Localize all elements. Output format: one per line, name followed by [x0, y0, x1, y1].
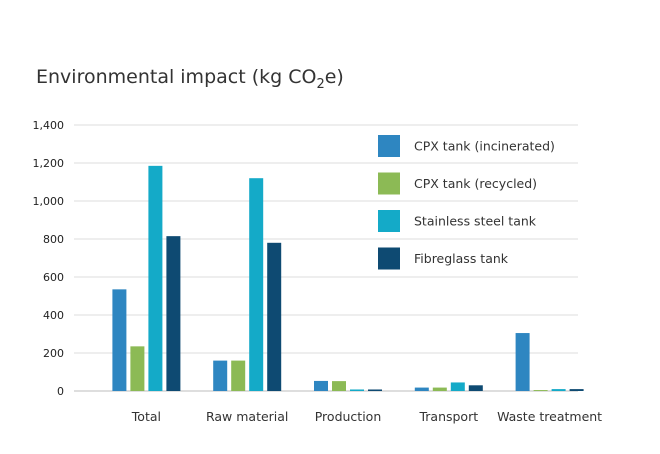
bar: [350, 389, 364, 391]
y-tick-label: 1,400: [33, 119, 65, 132]
chart-title: Environmental impact (kg CO2e): [36, 66, 344, 92]
legend-label: CPX tank (recycled): [414, 176, 537, 191]
chart-title-subscript: 2: [316, 77, 324, 92]
bar: [130, 346, 145, 391]
bar: [533, 390, 548, 391]
bar: [148, 165, 163, 391]
y-tick-label: 200: [43, 347, 64, 360]
legend: CPX tank (incinerated) CPX tank (recycled…: [378, 135, 555, 270]
y-tick-label: 1,200: [33, 157, 65, 170]
legend-label: Fibreglass tank: [414, 251, 509, 266]
y-tick-label: 400: [43, 309, 64, 322]
category-label: Transport: [418, 409, 478, 424]
bar: [515, 333, 530, 391]
category-label: Waste treatment: [497, 409, 602, 424]
category-label: Total: [131, 409, 161, 424]
bar: [551, 389, 566, 391]
legend-swatch: [378, 172, 400, 195]
bars: [112, 165, 584, 391]
category-label: Raw material: [206, 409, 288, 424]
bar: [450, 382, 465, 391]
bar: [468, 385, 483, 391]
x-axis-categories: Total Raw material Production Transport Wast…: [131, 409, 602, 424]
bar: [432, 387, 447, 391]
y-tick-label: 800: [43, 233, 64, 246]
y-tick-label: 600: [43, 271, 64, 284]
chart-title-main: Environmental impact (kg CO: [36, 66, 316, 88]
legend-swatch: [378, 247, 400, 270]
bar: [267, 242, 282, 391]
y-tick-label: 0: [57, 385, 64, 398]
bar: [569, 389, 584, 391]
bar: [112, 289, 127, 391]
legend-swatch: [378, 210, 400, 232]
legend-label: Stainless steel tank: [414, 214, 537, 229]
bar: [414, 387, 429, 391]
bar: [213, 360, 228, 391]
legend-swatch: [378, 135, 400, 157]
bar: [368, 389, 382, 391]
bar: [231, 360, 246, 391]
chart-title-end: e): [325, 66, 344, 88]
bar: [166, 236, 181, 391]
y-axis-ticks: 0 200 400 600 800 1,000 1,200 1,400: [33, 119, 65, 398]
bar: [314, 380, 328, 391]
legend-label: CPX tank (incinerated): [414, 139, 555, 154]
bar: [249, 178, 264, 391]
y-tick-label: 1,000: [33, 195, 65, 208]
category-label: Production: [315, 409, 382, 424]
bar: [332, 381, 346, 391]
